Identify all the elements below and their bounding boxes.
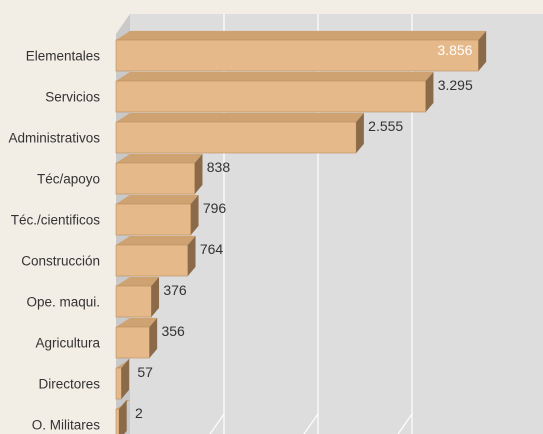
gridline [397, 413, 413, 434]
value-label: 796 [203, 200, 227, 216]
bar-front-face [115, 285, 152, 318]
value-label: 57 [137, 364, 153, 380]
bar [115, 153, 203, 195]
value-label: 3.295 [438, 77, 473, 93]
category-label: Téc/apoyo [37, 172, 100, 187]
category-label: Ope. maqui. [26, 295, 100, 310]
bar-side-face [187, 235, 196, 276]
bar-front-face [115, 367, 122, 400]
bar [115, 235, 196, 277]
value-label: 356 [161, 323, 185, 339]
category-label: Téc./cientificos [11, 213, 101, 228]
category-label: Elementales [26, 49, 101, 64]
value-label: 3.856 [437, 42, 472, 58]
gridline [303, 413, 319, 434]
bar-side-face [194, 153, 203, 194]
bar [115, 317, 158, 359]
bar-front-face [115, 326, 150, 359]
category-label: Servicios [45, 90, 100, 105]
bar-front-face [115, 244, 189, 277]
bar-side-face [121, 358, 130, 399]
bars [115, 30, 487, 434]
bar [115, 399, 130, 434]
bar [115, 71, 434, 113]
bar-side-face [425, 71, 434, 112]
bar-top-face [116, 317, 158, 327]
bar-side-face [119, 399, 127, 434]
bar-front-face [115, 80, 427, 113]
value-label: 838 [207, 159, 231, 175]
bar-top-face [116, 235, 196, 245]
bar-side-face [151, 276, 160, 317]
category-label: Administrativos [8, 131, 100, 146]
bar-top-face [116, 358, 130, 368]
bar-top-face [116, 153, 203, 163]
bar [115, 276, 160, 318]
gridline [209, 413, 225, 434]
bar-side-face [190, 194, 199, 235]
value-label: 2.555 [368, 118, 403, 134]
bar-top-face [116, 112, 364, 122]
bar [115, 30, 487, 72]
category-label: O. Militares [32, 418, 101, 433]
bar-front-face [115, 162, 196, 195]
bar-front-face [115, 203, 192, 236]
bar [115, 194, 199, 236]
bar-top-face [116, 30, 487, 40]
bar-top-face [116, 276, 160, 286]
value-label: 376 [163, 282, 187, 298]
bar-front-face [115, 121, 357, 154]
bar-side-face [356, 112, 364, 153]
value-label: 764 [200, 241, 224, 257]
bar-side-face [149, 317, 158, 358]
bar [115, 112, 364, 154]
bar-top-face [116, 194, 199, 204]
category-label: Agricultura [35, 336, 100, 351]
bar-front-face [115, 39, 479, 72]
bar-top-face [116, 71, 434, 81]
category-label: Construcción [21, 254, 100, 269]
bar [115, 358, 130, 400]
value-labels: 3.856 3.295 2.555 838 796 764 376 356 57 2 [135, 42, 473, 421]
value-label: 2 [135, 405, 143, 421]
category-label: Directores [38, 377, 100, 392]
category-labels: Elementales Servicios Administrativos Téc/a… [8, 49, 100, 433]
bar-side-face [478, 30, 487, 72]
bar-front-face [115, 408, 120, 434]
